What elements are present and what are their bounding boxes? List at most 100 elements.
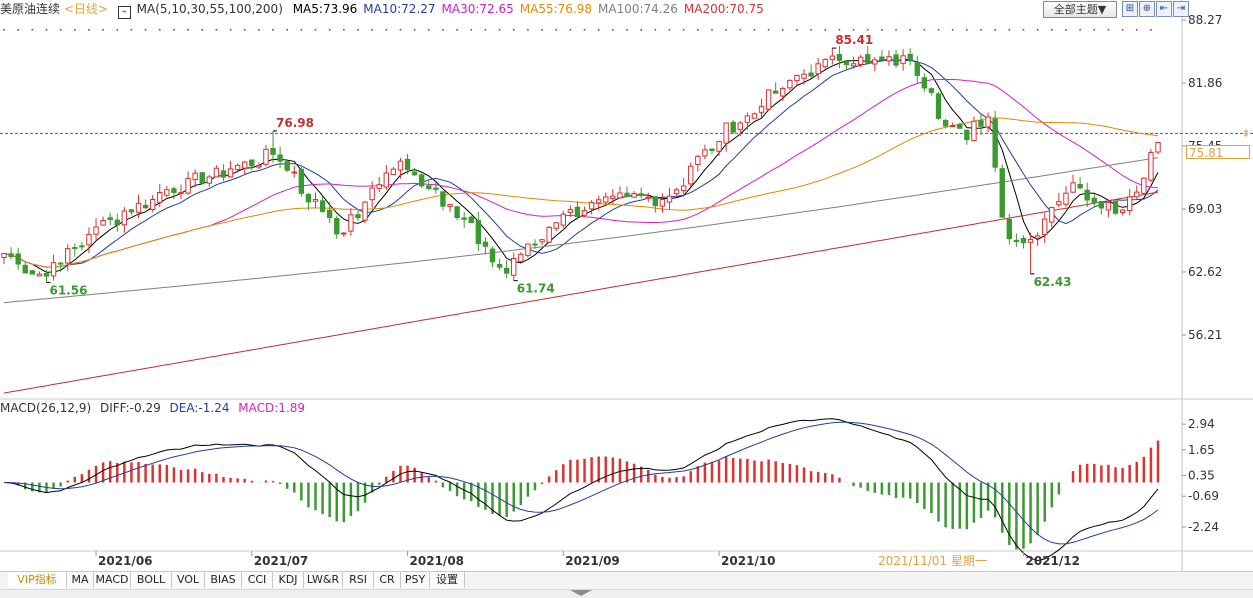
candle-body [242, 161, 248, 169]
marker-dot [59, 29, 62, 31]
ma30-line [3, 78, 1159, 268]
candle-body [1098, 201, 1105, 209]
candle-body [489, 248, 496, 263]
kline-chart[interactable]: ⇞ 61.56 76.98 61.74 85.41 62.43 88.27 81.86 75… [0, 0, 1253, 571]
ma5-line [3, 58, 1159, 273]
candle-body [277, 154, 283, 162]
tab-12[interactable]: 设置 [430, 572, 465, 588]
candle-body [921, 77, 928, 89]
tab-7[interactable]: KDJ [273, 572, 304, 588]
tab-4[interactable]: VOL [172, 572, 205, 588]
candle-body [369, 187, 375, 201]
marker-dot [371, 29, 373, 31]
marker-dot [1022, 29, 1025, 31]
marker-dot [385, 29, 388, 31]
tab-10[interactable]: CR [374, 572, 401, 588]
candle-body [1027, 238, 1034, 243]
marker-dot [1065, 29, 1067, 31]
candle-body [1126, 196, 1133, 212]
macd-header: MACD(26,12,9) DIFF:-0.29 DEA:-1.24 MACD:… [0, 400, 310, 416]
candle-body [362, 201, 368, 221]
marker-dot [512, 29, 515, 31]
annotation-label: 85.41 [835, 33, 873, 47]
ma-value-0: MA5:73.96 [292, 2, 358, 16]
candle-body [475, 220, 482, 245]
candle-body [787, 79, 793, 89]
candle-body [1091, 197, 1097, 204]
expand-icon[interactable]: ⊞ [1122, 1, 1138, 17]
marker-dot [866, 29, 869, 31]
price-tick-label: 62.62 [1188, 265, 1222, 279]
candle-body [348, 214, 354, 232]
candle-body [801, 73, 807, 79]
candle-body [426, 185, 432, 190]
tab-3[interactable]: BOLL [131, 572, 172, 588]
theme-dropdown-button[interactable]: 全部主题▼ [1043, 1, 1117, 18]
tab-9[interactable]: RSI [343, 572, 374, 588]
marker-dot [201, 29, 204, 31]
date-tick-label: 2021/09 [565, 554, 619, 568]
marker-dot [300, 29, 303, 31]
tab-11[interactable]: PSY [401, 572, 430, 588]
tab-2[interactable]: MACD [94, 572, 131, 588]
marker-dot [569, 29, 572, 31]
marker-dot [597, 29, 600, 31]
candle-body [213, 167, 220, 178]
scroll-down-arrow-icon[interactable] [570, 590, 592, 596]
marker-dot [1051, 29, 1053, 31]
candle-body [1070, 182, 1076, 193]
candle-body [723, 122, 729, 144]
tab-8[interactable]: LW&R [304, 572, 343, 588]
candle-body [808, 72, 814, 77]
marker-dot [1135, 29, 1138, 31]
candle-body [1141, 177, 1147, 194]
marker-dot [739, 29, 742, 31]
first-page-icon[interactable]: ⇤ [1156, 1, 1172, 17]
candle-body [744, 115, 751, 123]
period-label[interactable]: <日线> [63, 2, 108, 16]
candle-body [631, 193, 637, 198]
candle-body [1042, 218, 1048, 236]
candle-body [114, 219, 120, 226]
candle-body [680, 185, 687, 192]
tab-0[interactable]: VIP指标 [8, 572, 67, 588]
candle-body [142, 204, 149, 209]
candle-body [985, 116, 991, 128]
candle-body [15, 253, 21, 265]
candle-body [709, 148, 715, 152]
candle-body [157, 192, 163, 203]
current-price-tag: 75.81 [1186, 145, 1250, 160]
candle-body [659, 199, 666, 207]
macd-diff-value: DIFF:-0.29 [99, 401, 161, 415]
last-page-icon[interactable]: ⇥ [1173, 1, 1189, 17]
candle-body [567, 209, 574, 213]
candle-body [758, 105, 765, 113]
candle-body [695, 155, 701, 165]
marker-dot [767, 29, 770, 31]
marker-dot [357, 29, 359, 31]
ma-value-1: MA10:72.27 [363, 2, 436, 16]
candle-body [93, 226, 99, 235]
candle-body [8, 253, 14, 257]
indicator-header: 美原油连续 <日线> ⌁ MA(5,10,30,55,100,200) MA5:… [0, 0, 1040, 19]
candle-body [234, 164, 241, 170]
candle-body [86, 233, 92, 246]
tab-6[interactable]: CCI [242, 572, 273, 588]
marker-dot [130, 29, 133, 31]
marker-dot [682, 29, 685, 31]
tab-1[interactable]: MA [67, 572, 94, 588]
candle-body [511, 258, 517, 276]
marker-dot [102, 29, 104, 31]
tab-5[interactable]: BIAS [205, 572, 242, 588]
candle-body [893, 54, 899, 66]
marker-dot [484, 29, 487, 31]
zoom-in-icon[interactable]: ⊕ [1139, 1, 1155, 17]
candle-body [574, 206, 581, 218]
annotation-label: 62.43 [1034, 275, 1072, 289]
marker-dot [314, 29, 317, 31]
marker-dot [612, 29, 614, 31]
marker-dot [272, 29, 274, 31]
candle-body [419, 174, 425, 187]
candle-body [411, 171, 418, 176]
marker-dot [838, 29, 841, 31]
